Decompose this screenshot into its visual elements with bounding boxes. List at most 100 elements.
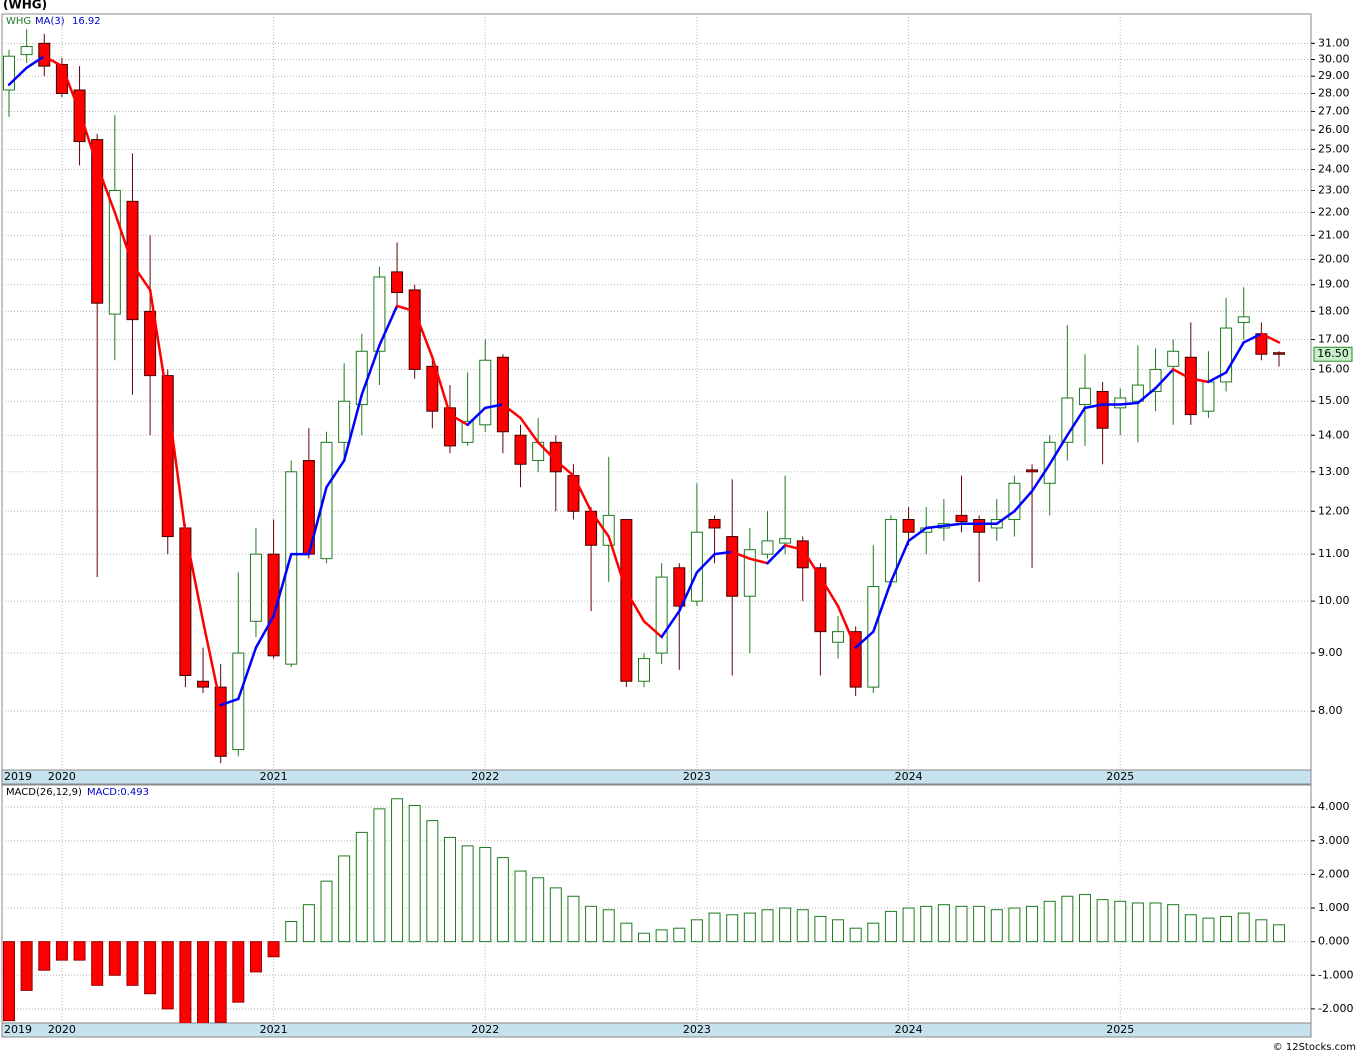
ma-segment <box>519 416 540 444</box>
macd-plot <box>2 785 1311 1023</box>
axes: 2019 2020 2021 2022 2023 2024 2025 8.00 9.00 10.0… <box>4 36 1353 1036</box>
ma-segment <box>819 575 840 608</box>
y-tick-label: 31.00 <box>1318 36 1350 49</box>
x-tick-label: 2024 <box>895 770 923 783</box>
ma-segment <box>166 399 187 534</box>
ma-segment <box>1189 377 1210 384</box>
ma-segment <box>78 110 99 167</box>
ma-segment <box>7 66 28 87</box>
macd-bar <box>144 941 157 995</box>
ma-segment <box>907 526 928 543</box>
macd-bar <box>1149 902 1162 943</box>
ma-segment <box>307 485 328 556</box>
ma-segment <box>1207 371 1228 384</box>
candle-body <box>320 441 333 560</box>
x-tick-label: 2023 <box>683 1023 711 1036</box>
ma-segment <box>484 403 505 410</box>
y-tick-label: 3.000 <box>1318 834 1350 847</box>
x-tick-label: 2020 <box>48 770 76 783</box>
ma-segment <box>995 510 1016 525</box>
macd-bar <box>761 909 774 943</box>
ma-segment <box>43 54 64 68</box>
macd-bar <box>832 919 845 943</box>
ma-segment <box>854 630 875 649</box>
candle-body <box>832 631 845 643</box>
ma-segment <box>1242 332 1263 344</box>
ma-segment <box>589 510 610 538</box>
candle-body <box>73 89 86 143</box>
ma-segment <box>1066 406 1087 437</box>
candle-body <box>197 680 210 688</box>
ma-segment <box>395 304 416 313</box>
y-tick-label: 0.000 <box>1318 935 1350 948</box>
ma-segment <box>501 403 522 420</box>
macd-bar <box>990 909 1003 943</box>
candle-body <box>655 576 668 654</box>
ma-segment <box>1048 434 1069 466</box>
ma-segment <box>783 544 804 551</box>
ma-segment <box>730 550 752 560</box>
candle-body <box>108 189 121 315</box>
macd-bar <box>355 831 368 943</box>
price-panel <box>1 13 1312 771</box>
macd-legend-value: MACD:0.493 <box>87 787 149 798</box>
y-tick-label: 9.00 <box>1318 646 1343 659</box>
macd-bar <box>443 836 456 943</box>
ma-segment <box>201 620 222 707</box>
candle-body <box>426 365 439 412</box>
candle-body <box>249 553 262 622</box>
macd-bar <box>285 920 298 943</box>
candle-body <box>849 631 862 688</box>
candle-body <box>267 553 280 657</box>
candle-body <box>3 55 15 91</box>
macd-bar <box>514 870 527 943</box>
ma-segment <box>1154 368 1175 390</box>
candle-body <box>144 310 157 377</box>
last-price-box <box>1313 346 1353 362</box>
candle-body <box>1220 327 1233 383</box>
candle-body <box>1114 397 1127 409</box>
macd-bar <box>267 941 280 958</box>
ma-segment <box>1013 489 1034 513</box>
candle-body <box>726 536 739 597</box>
y-tick-label: 26.00 <box>1318 123 1350 136</box>
ma-segment <box>113 211 134 266</box>
candle-body <box>338 400 351 443</box>
ma-segment <box>713 550 734 556</box>
ma-segment <box>942 522 963 528</box>
x-tick-label: 2019 <box>4 1023 32 1036</box>
candle-body <box>708 519 721 529</box>
x-tick-label: 2024 <box>895 1023 923 1036</box>
ma-segment <box>1260 332 1281 344</box>
macd-bar <box>232 941 245 1003</box>
macd-bar <box>338 855 351 943</box>
candle-body <box>214 686 227 757</box>
ma-segment <box>131 263 152 292</box>
y-tick-label: 28.00 <box>1318 87 1350 100</box>
y-tick-label: 30.00 <box>1318 52 1350 65</box>
macd-bar <box>955 905 968 943</box>
ma-segment <box>360 344 381 396</box>
y-tick-label: 23.00 <box>1318 183 1350 196</box>
y-tick-label: 24.00 <box>1318 163 1350 176</box>
macd-bar <box>973 905 986 943</box>
ma-segment <box>342 393 364 462</box>
candle-body <box>91 139 104 304</box>
x-tick-label: 2019 <box>4 770 32 783</box>
candle-body <box>1061 397 1074 443</box>
y-tick-label: 19.00 <box>1318 278 1350 291</box>
y-tick-label: 22.00 <box>1318 205 1350 218</box>
ma-segment <box>642 620 663 639</box>
macd-bar <box>567 895 580 943</box>
macd-bar <box>161 941 174 1010</box>
macd-bar <box>426 820 439 943</box>
macd-bar <box>3 941 15 1022</box>
ma-segment <box>1171 368 1193 380</box>
candle-body <box>867 586 880 688</box>
ma-segment <box>378 304 399 347</box>
macd-bar <box>1167 904 1180 943</box>
ma-segment <box>660 609 681 639</box>
macd-bar <box>1043 900 1056 943</box>
macd-bar <box>1255 919 1268 943</box>
ma-segment <box>1119 401 1140 406</box>
